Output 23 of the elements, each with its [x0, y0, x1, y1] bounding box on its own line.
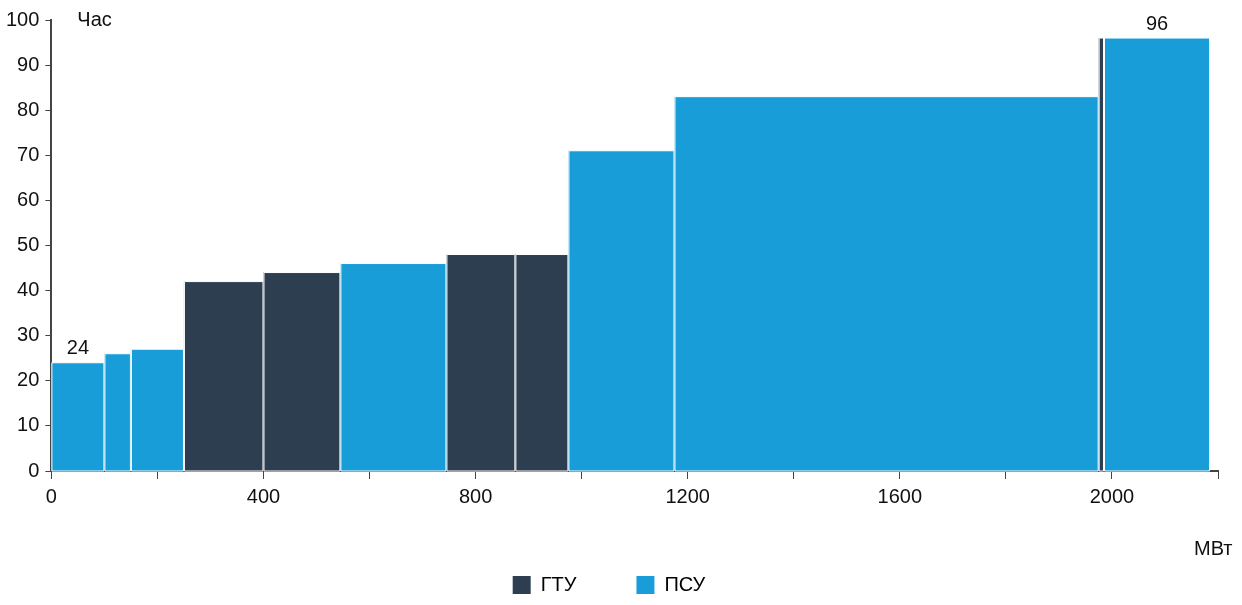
- x-tick-label: 0: [45, 484, 57, 507]
- y-tick-label: 90: [17, 52, 40, 75]
- x-tick-label: 1200: [665, 484, 710, 507]
- x-axis-title: МВт: [1194, 536, 1233, 559]
- x-tick-label: 800: [458, 484, 493, 507]
- legend-label: ПСУ: [664, 572, 706, 595]
- x-tick-label: 2000: [1089, 484, 1135, 507]
- x-tick-label: 1600: [877, 484, 923, 507]
- y-tick-label: 20: [17, 368, 40, 391]
- x-tick-label: 400: [246, 484, 281, 507]
- data-label: 96: [1145, 11, 1169, 34]
- y-tick-label: 10: [17, 413, 40, 436]
- y-tick-label: 50: [17, 233, 40, 256]
- y-tick-label: 60: [17, 187, 40, 210]
- y-tick-label: 0: [28, 458, 40, 481]
- y-axis-title: Час: [77, 7, 112, 30]
- legend-label: ГТУ: [540, 572, 577, 595]
- y-tick-label: 70: [17, 142, 40, 165]
- y-tick-label: 30: [17, 323, 40, 346]
- y-tick-label: 80: [17, 97, 40, 120]
- y-tick-label: 100: [5, 7, 40, 30]
- y-tick-label: 40: [17, 278, 40, 301]
- data-label: 24: [66, 336, 90, 359]
